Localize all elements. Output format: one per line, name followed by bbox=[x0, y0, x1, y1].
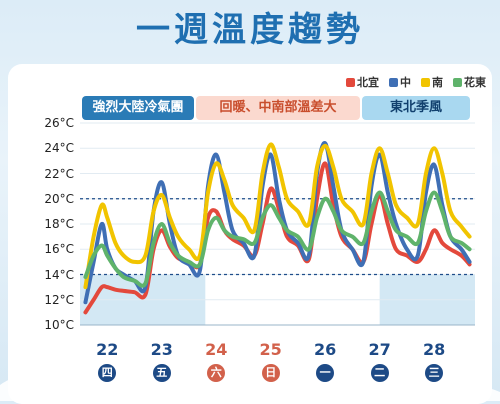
legend-label-tainan: 南 bbox=[432, 76, 443, 89]
legend-item-yilan: 北宜 bbox=[346, 74, 379, 90]
series-line-tainan bbox=[83, 142, 472, 290]
x-day-label: 25 bbox=[259, 340, 282, 359]
legend-label-hualien: 花東 bbox=[464, 76, 486, 89]
x-day-label: 26 bbox=[314, 340, 337, 359]
x-day-label: 28 bbox=[422, 340, 446, 359]
y-tick-label: 20°C bbox=[44, 191, 74, 206]
x-day-label: 22 bbox=[96, 340, 119, 359]
legend-label-yilan: 北宜 bbox=[357, 76, 379, 89]
legend-swatch-hualien bbox=[453, 77, 462, 87]
legend-item-tainan: 南 bbox=[421, 74, 443, 90]
y-tick-label: 10°C bbox=[44, 318, 74, 332]
x-weekday-badge: 三 bbox=[425, 364, 444, 382]
banner-cold-airmass: 強烈大陸冷氣團 bbox=[82, 96, 194, 120]
y-tick-label: 26°C bbox=[44, 116, 74, 130]
x-day-label: 27 bbox=[368, 340, 391, 359]
legend-item-taichung: 中 bbox=[389, 74, 411, 90]
x-weekday-badge: 日 bbox=[261, 364, 280, 382]
y-tick-label: 24°C bbox=[44, 141, 74, 156]
banner-warming: 回暖、中南部溫差大 bbox=[196, 96, 360, 120]
legend-swatch-yilan bbox=[346, 77, 355, 87]
y-tick-label: 14°C bbox=[44, 267, 74, 282]
snow-decoration-right bbox=[440, 386, 500, 401]
x-weekday-badge: 六 bbox=[207, 364, 226, 382]
y-tick-label: 18°C bbox=[44, 217, 74, 231]
x-weekday-badge: 四 bbox=[98, 364, 117, 382]
x-weekday-badge: 五 bbox=[152, 364, 171, 382]
legend: 北宜 中 南 花東 bbox=[346, 74, 486, 90]
legend-label-taichung: 中 bbox=[400, 76, 411, 89]
y-tick-label: 16°C bbox=[44, 242, 74, 257]
snow-decoration-left bbox=[0, 378, 60, 401]
x-weekday-badge: 一 bbox=[316, 364, 335, 382]
legend-item-hualien: 花東 bbox=[453, 74, 486, 90]
legend-swatch-tainan bbox=[421, 77, 430, 87]
y-tick-label: 12°C bbox=[44, 292, 74, 307]
legend-swatch-taichung bbox=[389, 77, 398, 87]
series-line-yilan bbox=[83, 161, 472, 315]
page-title: 一週溫度趨勢 bbox=[136, 10, 364, 50]
chart-card bbox=[8, 64, 492, 404]
series-line-hualien bbox=[83, 190, 472, 288]
banner-northeast-monsoon: 東北季風 bbox=[362, 96, 470, 120]
x-day-label: 23 bbox=[150, 340, 173, 359]
y-tick-label: 22°C bbox=[44, 166, 74, 181]
x-weekday-badge: 二 bbox=[370, 364, 389, 382]
x-day-label: 24 bbox=[205, 340, 228, 359]
